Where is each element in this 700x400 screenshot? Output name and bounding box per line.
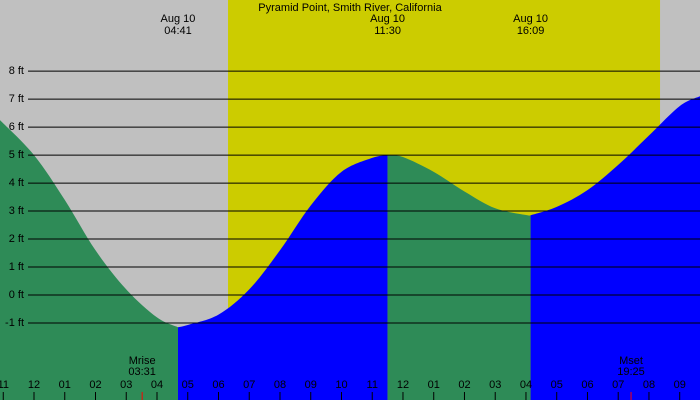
moon-time: 19:25 — [617, 366, 645, 378]
x-tick-label: 01 — [59, 379, 71, 391]
y-tick-label: 7 ft — [9, 93, 24, 105]
tide-area — [0, 120, 178, 400]
event-time: 04:41 — [164, 25, 192, 37]
event-date: Aug 10 — [370, 13, 405, 25]
x-tick-label: 06 — [581, 379, 593, 391]
tide-area — [387, 155, 531, 400]
x-tick-label: 11 — [367, 379, 378, 391]
label-layer: Pyramid Point, Smith River, California 8… — [0, 2, 686, 400]
y-tick-label: 3 ft — [9, 205, 24, 217]
y-tick-label: 1 ft — [9, 261, 24, 273]
tide-layer — [0, 96, 700, 400]
moon-label: Mrise — [129, 355, 156, 367]
tide-area — [530, 96, 700, 400]
event-date: Aug 10 — [513, 13, 548, 25]
grid-layer — [2, 70, 700, 400]
x-tick-label: 05 — [182, 379, 194, 391]
x-tick-label: 09 — [305, 379, 317, 391]
x-tick-label: 03 — [489, 379, 501, 391]
y-tick-label: 8 ft — [9, 65, 24, 77]
x-tick-label: 09 — [674, 379, 686, 391]
x-tick-label: 02 — [89, 379, 101, 391]
x-tick-label: 08 — [274, 379, 286, 391]
moon-label: Mset — [619, 355, 643, 367]
x-tick-label: 05 — [551, 379, 563, 391]
y-tick-label: -1 ft — [5, 317, 24, 329]
x-tick-label: 10 — [335, 379, 347, 391]
x-tick-label: 04 — [151, 379, 163, 391]
x-tick-label: 02 — [458, 379, 470, 391]
x-tick-label: 07 — [612, 379, 624, 391]
event-time: 11:30 — [374, 25, 401, 37]
x-tick-label: 12 — [28, 379, 40, 391]
event-time: 16:09 — [517, 25, 545, 37]
y-tick-label: 5 ft — [9, 149, 24, 161]
y-tick-label: 4 ft — [9, 177, 24, 189]
x-tick-label: 04 — [520, 379, 532, 391]
x-tick-label: 08 — [643, 379, 655, 391]
chart-title: Pyramid Point, Smith River, California — [258, 2, 442, 14]
y-tick-label: 0 ft — [9, 289, 24, 301]
x-tick-label: 01 — [428, 379, 440, 391]
x-tick-label: 06 — [212, 379, 224, 391]
event-date: Aug 10 — [161, 13, 196, 25]
x-tick-label: 03 — [120, 379, 132, 391]
moon-time: 03:31 — [128, 366, 156, 378]
tide-area — [177, 155, 388, 400]
x-tick-label: 07 — [243, 379, 255, 391]
x-tick-label: 12 — [397, 379, 409, 391]
x-tick-label: 11 — [0, 379, 9, 391]
y-tick-label: 2 ft — [9, 233, 24, 245]
y-tick-label: 6 ft — [9, 121, 24, 133]
